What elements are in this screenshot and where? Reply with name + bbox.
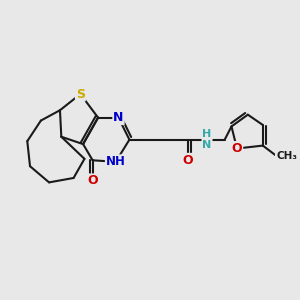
Text: N: N [113,111,124,124]
Text: NH: NH [106,155,126,168]
Text: CH₃: CH₃ [276,151,297,161]
Text: O: O [183,154,193,167]
Text: O: O [87,174,98,188]
Text: H
N: H N [202,129,211,151]
Text: S: S [76,88,85,100]
Text: O: O [232,142,242,155]
